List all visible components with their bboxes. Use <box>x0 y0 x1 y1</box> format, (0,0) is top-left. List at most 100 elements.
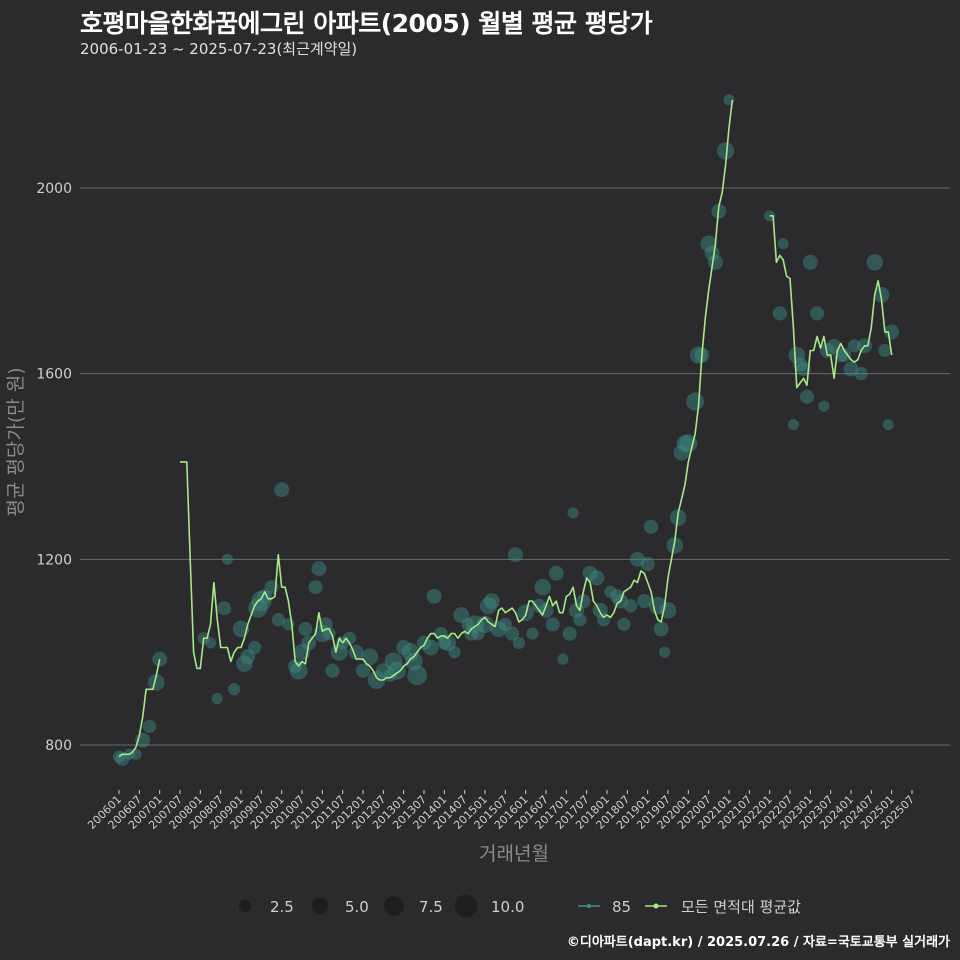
data-bubble <box>676 435 694 452</box>
data-bubble <box>557 653 569 665</box>
data-bubble <box>439 634 457 652</box>
legend-size-label: 7.5 <box>419 898 443 916</box>
legend-85-dot <box>587 904 591 908</box>
data-bubble <box>686 392 705 411</box>
data-bubble <box>453 607 470 623</box>
data-bubble <box>479 597 498 615</box>
data-bubble <box>604 585 617 598</box>
data-bubble <box>772 306 787 321</box>
data-bubble <box>810 306 825 321</box>
data-bubble <box>666 537 684 554</box>
data-bubble <box>228 683 241 696</box>
data-bubble <box>308 580 323 595</box>
y-tick-label: 2000 <box>36 181 72 197</box>
data-bubble <box>526 627 539 640</box>
data-bubble <box>367 671 386 689</box>
data-bubble <box>624 599 638 613</box>
data-bubble <box>142 719 157 734</box>
y-axis-title: 평균 평당가(만 원) <box>5 367 27 516</box>
legend: 2.5 5.0 7.5 10.0 85 모든 면적대 평균값 <box>238 894 801 918</box>
data-bubble <box>643 519 659 534</box>
data-bubble <box>837 348 852 363</box>
data-bubble <box>617 617 631 631</box>
data-bubble <box>375 663 391 679</box>
gridlines <box>80 187 950 746</box>
y-tick-label: 1600 <box>36 367 72 383</box>
data-bubble <box>545 617 560 632</box>
legend-size-dot <box>454 894 478 918</box>
data-bubble <box>461 617 475 631</box>
data-bubble <box>796 361 811 377</box>
data-bubble <box>464 626 479 641</box>
data-bubble <box>247 640 262 655</box>
data-bubble <box>548 565 564 581</box>
data-bubble <box>532 598 547 613</box>
data-bubble <box>471 626 485 641</box>
legend-size-dot <box>311 897 329 915</box>
average-line <box>769 215 893 389</box>
bubble-series-85 <box>112 94 900 766</box>
data-bubble <box>508 547 523 563</box>
data-bubble <box>383 668 397 682</box>
data-bubble <box>582 565 598 581</box>
data-bubble <box>843 361 859 377</box>
legend-85-label: 85 <box>612 898 631 916</box>
data-bubble <box>401 643 420 662</box>
data-bubble <box>799 389 815 404</box>
data-bubble <box>562 626 577 641</box>
legend-size-dot <box>384 896 404 916</box>
data-bubble <box>147 674 165 691</box>
data-bubble <box>640 556 655 572</box>
data-bubble <box>653 621 669 637</box>
data-bubble <box>659 646 671 658</box>
average-line <box>180 99 734 681</box>
data-bubble <box>723 94 735 106</box>
data-bubble <box>573 613 587 627</box>
data-bubble <box>465 615 484 634</box>
data-bubble <box>589 570 605 586</box>
data-bubble <box>818 400 830 412</box>
data-bubble <box>426 588 442 604</box>
data-bubble <box>777 238 789 250</box>
data-bubble <box>498 617 512 631</box>
data-bubble <box>271 613 285 627</box>
legend-size-label: 5.0 <box>345 898 369 916</box>
y-tick-label: 800 <box>45 738 72 754</box>
data-bubble <box>873 286 890 303</box>
data-bubble <box>802 254 818 270</box>
legend-average-dot <box>653 903 659 909</box>
data-bubble <box>596 613 611 627</box>
data-bubble <box>216 600 232 616</box>
data-bubble <box>448 646 461 659</box>
data-bubble <box>240 649 256 665</box>
data-bubble <box>288 659 303 674</box>
data-bubble <box>248 598 268 618</box>
data-bubble <box>787 419 799 431</box>
data-bubble <box>483 593 500 610</box>
data-bubble <box>130 748 142 760</box>
data-bubble <box>342 631 357 645</box>
data-bubble <box>793 357 808 372</box>
data-bubble <box>679 434 698 453</box>
data-bubble <box>257 588 273 604</box>
data-bubble <box>630 551 645 567</box>
data-bubble <box>854 367 868 381</box>
legend-size-dot <box>238 899 252 913</box>
average-line-series <box>118 99 893 758</box>
data-bubble <box>576 594 591 609</box>
data-bubble <box>490 620 507 638</box>
data-bubble <box>878 343 892 358</box>
chart-subtitle: 2006-01-23 ~ 2025-07-23(최근계약일) <box>80 40 358 58</box>
data-bubble <box>512 636 526 650</box>
data-bubble <box>407 665 428 686</box>
data-bubble <box>788 346 806 364</box>
data-bubble <box>384 652 403 671</box>
data-bubble <box>221 553 234 565</box>
data-bubble <box>505 626 520 641</box>
data-bubble <box>567 507 579 519</box>
data-bubble <box>700 235 717 252</box>
data-bubble <box>884 324 900 340</box>
legend-size-label: 2.5 <box>270 898 294 916</box>
data-bubble <box>298 621 313 637</box>
